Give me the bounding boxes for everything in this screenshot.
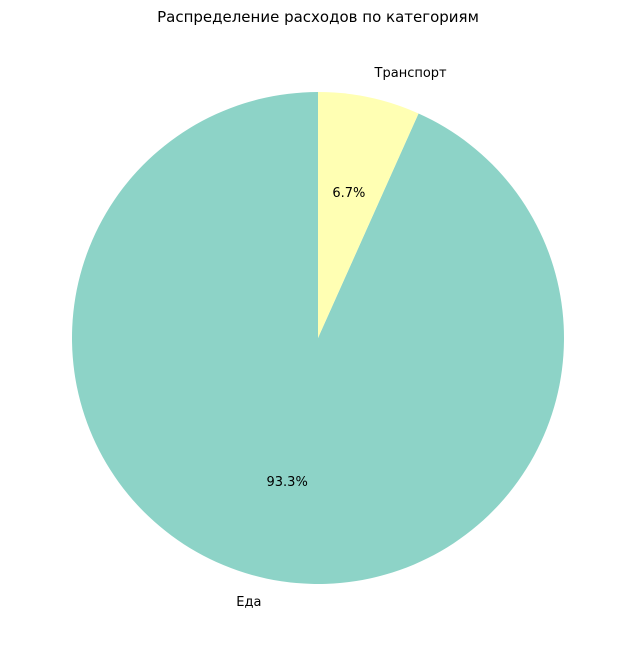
- slice-category-label: Еда: [236, 595, 261, 610]
- slice-percent-label: 93.3%: [267, 475, 308, 490]
- chart-title: Распределение расходов по категориям: [157, 8, 479, 26]
- pie-slices: [71, 92, 565, 584]
- slice-category-label: Транспорт: [374, 66, 448, 81]
- pie-labels: Еда 93.3% Транспорт 6.7%: [236, 66, 447, 610]
- pie-slice: [318, 92, 419, 338]
- slice-percent-label: 6.7%: [332, 186, 365, 201]
